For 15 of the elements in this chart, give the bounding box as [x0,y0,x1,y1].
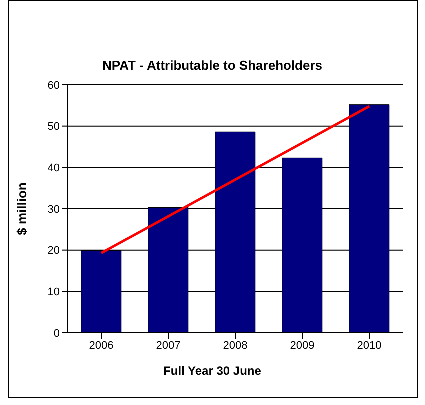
x-tick-label: 2008 [223,340,248,352]
x-axis-title: Full Year 30 June [162,364,262,378]
x-tick-label: 2007 [156,340,181,352]
x-tick-label: 2006 [89,340,114,352]
chart-title: NPAT - Attributable to Shareholders [101,58,324,73]
y-tick-label: 20 [48,245,60,258]
x-tick-label: 2009 [290,340,315,352]
y-tick-label: 40 [48,162,60,175]
y-tick-label: 30 [48,204,60,216]
y-tick-label: 50 [48,121,60,134]
y-tick-label: 60 [48,80,60,92]
y-tick-label: 0 [54,328,60,340]
x-tick-label: 2010 [357,340,382,352]
y-axis-title: $ million [14,182,30,236]
y-tick-label: 10 [48,286,60,299]
